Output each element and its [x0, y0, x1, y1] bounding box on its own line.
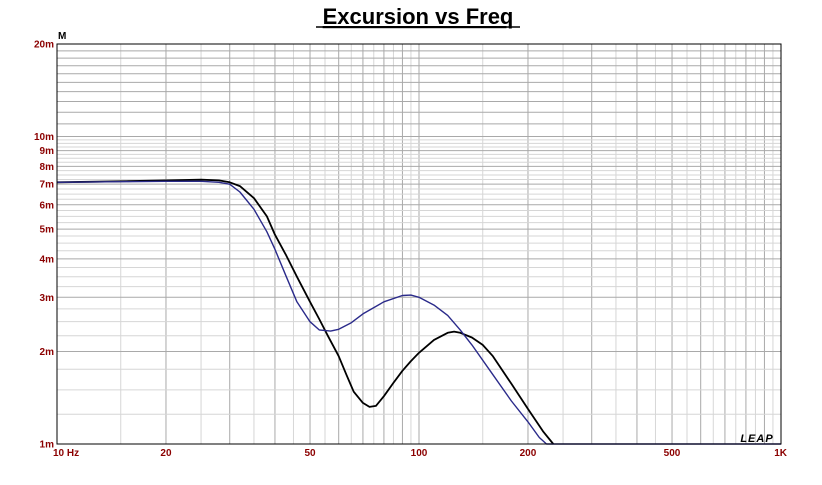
y-tick-label: 8m — [40, 162, 55, 173]
chart-title: Excursion vs Freq — [323, 4, 514, 29]
y-tick-label: 6m — [40, 200, 55, 211]
y-tick-label: 20m — [34, 40, 54, 51]
y-tick-label: 10m — [34, 132, 54, 143]
y-tick-label: 3m — [40, 293, 55, 304]
series-line-1 — [56, 178, 554, 445]
y-tick-label: 2m — [40, 347, 55, 358]
series-line-2 — [56, 180, 781, 445]
tick-labels: 10 Hz 20 50 100 200 500 1K 1m 2m 3m 4m 5m 6m 7m 8m 9m 10… — [34, 40, 788, 460]
leap-logo: LEAP — [740, 433, 773, 445]
x-tick-label: 200 — [520, 448, 537, 459]
x-tick-label: 100 — [411, 448, 428, 459]
grid — [57, 44, 781, 444]
y-tick-label: 4m — [40, 254, 55, 265]
y-tick-label: 7m — [40, 180, 55, 191]
x-tick-label: 10 Hz — [53, 448, 79, 459]
y-tick-label: 1m — [40, 440, 55, 451]
y-axis-unit: M — [58, 31, 66, 42]
y-tick-label: 5m — [40, 225, 55, 236]
x-tick-label: 1K — [774, 448, 788, 459]
y-tick-label: 9m — [40, 146, 55, 157]
x-tick-label: 500 — [664, 448, 681, 459]
x-tick-label: 20 — [160, 448, 172, 459]
x-tick-label: 50 — [304, 448, 316, 459]
plot-frame — [56, 43, 782, 445]
series-group — [56, 178, 781, 445]
